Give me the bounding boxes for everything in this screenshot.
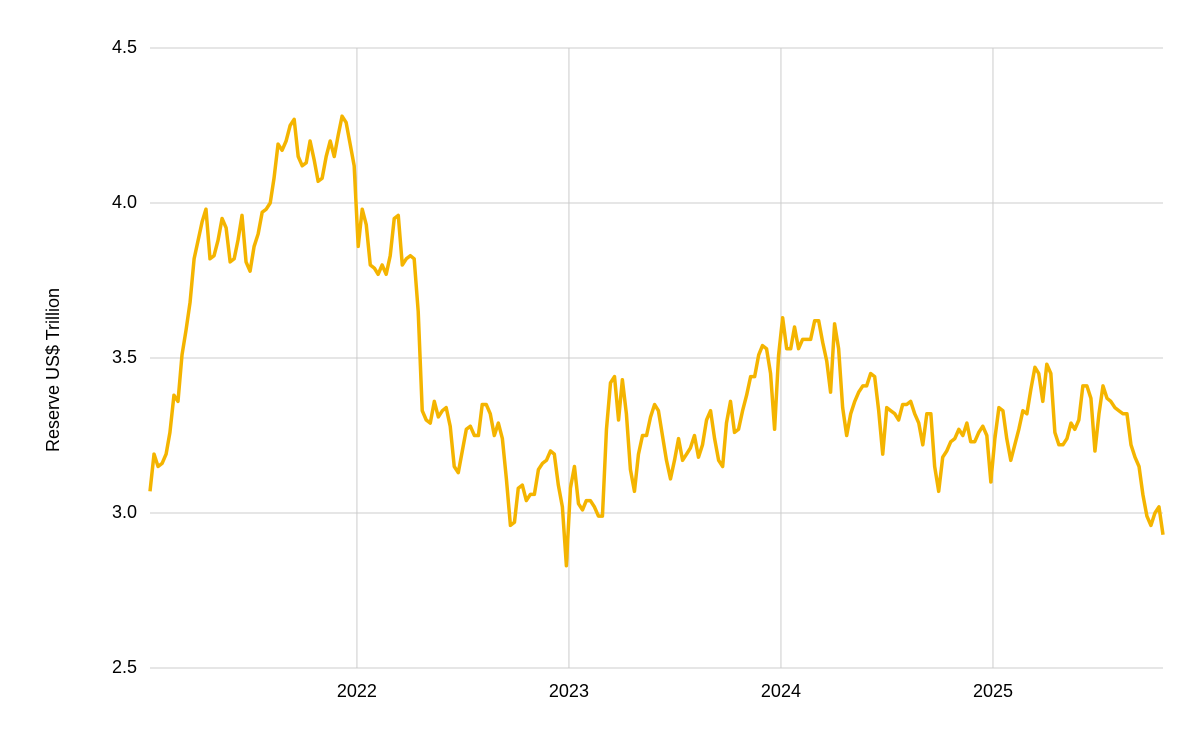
y-axis-title: Reserve US$ Trillion — [43, 288, 63, 452]
y-tick-label: 4.5 — [112, 37, 137, 57]
data-line — [148, 114, 1165, 568]
x-tick-label: 2022 — [337, 681, 377, 701]
y-tick-label: 3.5 — [112, 347, 137, 367]
x-tick-label: 2025 — [973, 681, 1013, 701]
y-tick-label: 3.0 — [112, 502, 137, 522]
x-tick-label: 2023 — [549, 681, 589, 701]
x-tick-label: 2024 — [761, 681, 801, 701]
y-tick-label: 4.0 — [112, 192, 137, 212]
y-tick-label: 2.5 — [112, 657, 137, 677]
